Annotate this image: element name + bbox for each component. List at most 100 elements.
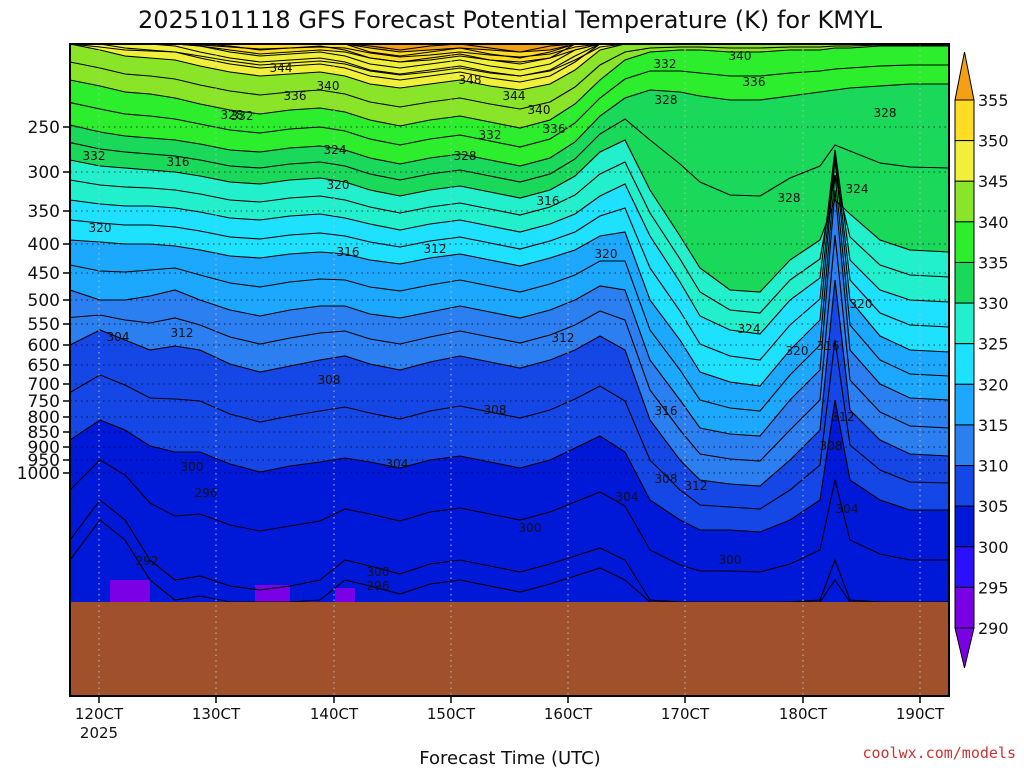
contour-label: 292 bbox=[136, 554, 159, 568]
contour-label: 296 bbox=[195, 486, 218, 500]
y-tick-label: 350 bbox=[28, 202, 60, 222]
y-tick-label: 300 bbox=[28, 163, 60, 183]
contour-line bbox=[70, 44, 949, 63]
contour-label: 324 bbox=[324, 143, 347, 157]
contour-label: 304 bbox=[386, 457, 409, 471]
x-tick-label: 140CT bbox=[310, 705, 359, 723]
color-band bbox=[70, 44, 949, 90]
colorbar-tick-label: 325 bbox=[978, 335, 1009, 354]
x-axis-label: Forecast Time (UTC) bbox=[419, 748, 600, 768]
contour-label: 344 bbox=[503, 89, 526, 103]
contour-label: 320 bbox=[850, 297, 873, 311]
contour-line bbox=[70, 44, 949, 83]
contour-label: 300 bbox=[719, 553, 742, 567]
contour-label: 308 bbox=[484, 403, 507, 417]
contour-label: 300 bbox=[367, 565, 390, 579]
contour-line bbox=[70, 139, 949, 293]
colorbar-tick-label: 305 bbox=[978, 497, 1009, 516]
contour-label: 304 bbox=[616, 490, 639, 504]
colorbar-segment bbox=[954, 180, 975, 223]
contour-label: 328 bbox=[778, 191, 801, 205]
contour-line bbox=[70, 154, 949, 361]
contour-label: 324 bbox=[846, 182, 869, 196]
contour-label: 312 bbox=[832, 410, 855, 424]
y-tick-label: 500 bbox=[28, 291, 60, 311]
contour-line bbox=[70, 174, 949, 412]
contour-label: 332 bbox=[231, 109, 254, 123]
contour-line bbox=[70, 279, 949, 487]
contour-lines bbox=[70, 44, 949, 603]
x-tick-label: 180CT bbox=[779, 705, 828, 723]
contour-label: 320 bbox=[327, 178, 350, 192]
contour-label: 308 bbox=[820, 439, 843, 453]
contour-line bbox=[70, 499, 949, 603]
colorbar-tick-label: 320 bbox=[978, 375, 1009, 394]
contour-label: 320 bbox=[786, 344, 809, 358]
contour-label: 332 bbox=[83, 149, 106, 163]
x-tick-label: 120CT bbox=[75, 705, 124, 723]
y-tick-label: 800 bbox=[28, 408, 60, 428]
contour-label: 296 bbox=[367, 579, 390, 593]
color-bands bbox=[70, 44, 949, 612]
colorbar-tick-label: 345 bbox=[978, 172, 1009, 191]
contour-label: 340 bbox=[729, 49, 752, 63]
contour-line bbox=[70, 44, 949, 71]
contour-label: 320 bbox=[595, 247, 618, 261]
contour-line bbox=[70, 459, 949, 573]
colorbar-tick-label: 295 bbox=[978, 578, 1009, 597]
contour-label: 316 bbox=[817, 339, 840, 353]
colorbar-tick-label: 335 bbox=[978, 253, 1009, 272]
contour-label: 340 bbox=[317, 79, 340, 93]
credit-text: coolwx.com/models bbox=[862, 744, 1016, 762]
y-tick-label: 400 bbox=[28, 235, 60, 255]
colorbar-segment bbox=[954, 261, 975, 304]
colorbar: 290 295 300 305 310 315 320 325 330 335 340 345 350 3… bbox=[954, 51, 1009, 669]
y-tick-label: 950 bbox=[28, 451, 60, 471]
color-band-cold-pocket bbox=[335, 588, 355, 604]
colorbar-segment bbox=[954, 221, 975, 263]
y-tick-label: 900 bbox=[28, 438, 60, 458]
contour-line bbox=[70, 44, 949, 77]
y-tick-label: 550 bbox=[28, 315, 60, 335]
contour-line bbox=[70, 159, 949, 387]
y-tick-label: 650 bbox=[28, 356, 60, 376]
contour-label: 332 bbox=[654, 57, 677, 71]
contour-label: 300 bbox=[181, 460, 204, 474]
contour-label: 312 bbox=[424, 242, 447, 256]
contour-label: 332 bbox=[479, 128, 502, 142]
y-tick-label: 850 bbox=[28, 423, 60, 443]
colorbar-segment bbox=[954, 343, 975, 385]
colorbar-tick-label: 340 bbox=[978, 213, 1009, 232]
contour-line bbox=[70, 118, 949, 197]
y-axis: 2503003504004505005506006507007508008509… bbox=[17, 118, 70, 484]
contour-line bbox=[70, 189, 949, 437]
x-tick-label: 130CT bbox=[192, 705, 241, 723]
colorbar-tick-label: 330 bbox=[978, 294, 1009, 313]
contour-label: 336 bbox=[543, 122, 566, 136]
colorbar-tick-label: 290 bbox=[978, 619, 1009, 638]
x-tick-label: 170CT bbox=[661, 705, 710, 723]
colorbar-tick-label: 355 bbox=[978, 91, 1009, 110]
contour-label: 312 bbox=[171, 326, 194, 340]
x-tick-label: 190CT bbox=[896, 705, 945, 723]
y-tick-label: 1000 bbox=[17, 464, 60, 484]
contour-line bbox=[70, 161, 949, 314]
contour-label: 308 bbox=[318, 373, 341, 387]
chart-title: 2025101118 GFS Forecast Potential Temper… bbox=[138, 6, 883, 34]
contour-label: 324 bbox=[738, 322, 761, 336]
contour-label: 328 bbox=[874, 106, 897, 120]
colorbar-segment bbox=[954, 99, 975, 142]
y-tick-label: 450 bbox=[28, 264, 60, 284]
colorbar-segment bbox=[954, 505, 975, 548]
contour-label: 328 bbox=[454, 149, 477, 163]
contour-label: 308 bbox=[655, 472, 678, 486]
x-tick-label: 150CT bbox=[427, 705, 476, 723]
colorbar-tick-label: 300 bbox=[978, 538, 1009, 557]
contour-label: 300 bbox=[519, 521, 542, 535]
contour-label: 316 bbox=[537, 194, 560, 208]
contour-label: 316 bbox=[337, 245, 360, 259]
colorbar-segment bbox=[954, 140, 975, 182]
contour-line bbox=[70, 44, 949, 58]
